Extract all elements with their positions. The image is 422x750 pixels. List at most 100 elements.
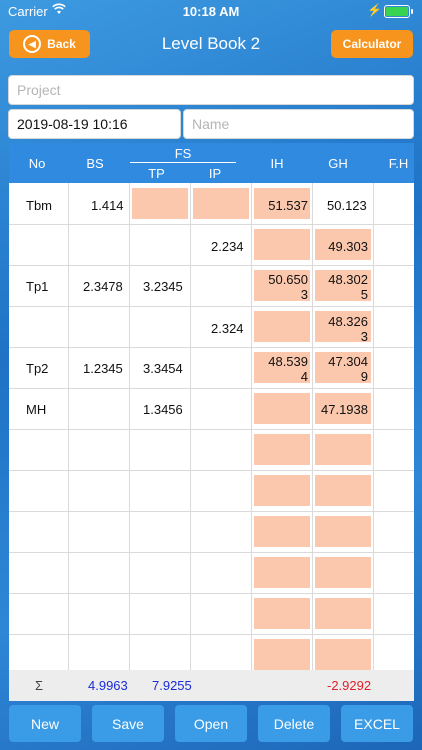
grid-line [129,183,130,670]
editable-cell[interactable] [315,598,371,629]
row2-ip: 2.234 [211,239,244,254]
name-placeholder: Name [192,116,230,132]
row6-gh[interactable]: 47.1938 [321,402,368,417]
header-tp: TP [148,166,165,181]
editable-cell[interactable] [254,516,310,547]
row4-gh[interactable]: 48.326 3 [328,314,368,344]
row3-no: Tp1 [26,279,49,294]
name-input[interactable]: Name [183,109,414,139]
row4-ip: 2.324 [211,321,244,336]
back-button-label: Back [47,37,76,51]
header-ih: IH [270,156,284,171]
grid-line [251,183,252,670]
project-input[interactable]: Project [8,75,414,105]
tp-total: 7.9255 [152,678,192,693]
row2-gh[interactable]: 49.303 [328,239,368,254]
editable-cell[interactable] [315,311,371,342]
delete-button[interactable]: Delete [258,705,330,742]
grid-line [9,224,414,225]
editable-cell[interactable] [254,393,310,424]
grid-line [9,552,414,553]
row3-tp: 3.2345 [143,279,183,294]
status-time: 10:18 AM [182,4,240,19]
editable-cell[interactable] [254,434,310,465]
editable-cell[interactable] [315,639,371,670]
editable-cell[interactable] [254,598,310,629]
editable-cell[interactable] [254,475,310,506]
grid-line [9,429,414,430]
grid-line [9,265,414,266]
header-fh: F.H [388,156,409,171]
bottom-toolbar: New Save Open Delete EXCEL [0,703,422,750]
navigation-bar: ◀ Back Level Book 2 Calculator [0,24,422,68]
charging-icon: ⚡ [367,3,382,17]
row5-bs: 1.2345 [83,361,123,376]
editable-cell[interactable] [254,557,310,588]
row1-gh: 50.123 [327,198,367,213]
save-button[interactable]: Save [92,705,164,742]
row6-no: MH [26,402,47,417]
header-no: No [28,156,46,171]
date-input[interactable]: 2019-08-19 10:16 [8,109,181,139]
gh-total: -2.9292 [327,678,372,693]
row3-gh[interactable]: 48.302 5 [328,272,368,302]
row1-no: Tbm [26,198,52,213]
row3-ih[interactable]: 50.650 3 [268,272,308,302]
excel-button[interactable]: EXCEL [341,705,413,742]
back-button[interactable]: ◀ Back [9,30,90,58]
editable-cell[interactable] [254,270,310,301]
row6-tp: 1.3456 [143,402,183,417]
grid-line [9,388,414,389]
sigma-label: Σ [35,678,44,693]
grid-line [9,593,414,594]
grid-line [9,634,414,635]
grid-line [68,183,69,670]
editable-cell[interactable] [193,188,249,219]
table-header: No BS FS TP IP IH GH F.H [9,143,414,183]
row5-gh[interactable]: 47.304 9 [328,354,368,384]
editable-cell[interactable] [315,475,371,506]
wifi-icon [52,3,66,14]
editable-cell[interactable] [254,352,310,383]
fs-divider [130,162,236,163]
editable-cell[interactable] [254,188,310,219]
editable-cell[interactable] [132,188,188,219]
editable-cell[interactable] [315,557,371,588]
editable-cell[interactable] [254,229,310,260]
open-button[interactable]: Open [175,705,247,742]
editable-cell[interactable] [315,270,371,301]
editable-cell[interactable] [254,639,310,670]
bs-total: 4.9963 [88,678,128,693]
row5-no: Tp2 [26,361,49,376]
header-fs: FS [174,146,192,161]
grid-line [312,183,313,670]
editable-cell[interactable] [315,352,371,383]
carrier-label: Carrier [8,4,48,19]
summary-row: Σ 4.9963 7.9255 -2.9292 [9,670,414,701]
row5-tp: 3.3454 [143,361,183,376]
editable-cell[interactable] [254,311,310,342]
editable-cell[interactable] [315,229,371,260]
row5-ih[interactable]: 48.539 4 [268,354,308,384]
header-bs: BS [86,156,104,171]
grid-line [9,347,414,348]
grid-line [9,306,414,307]
editable-cell[interactable] [315,434,371,465]
calculator-button[interactable]: Calculator [331,30,413,58]
grid-line [9,470,414,471]
row1-ih[interactable]: 51.537 [268,198,308,213]
project-placeholder: Project [17,82,61,98]
header-ip: IP [208,166,222,181]
row3-bs: 2.3478 [83,279,123,294]
editable-cell[interactable] [315,516,371,547]
grid-line [190,183,191,670]
header-gh: GH [328,156,348,171]
date-value: 2019-08-19 10:16 [17,116,128,132]
status-bar: Carrier 10:18 AM ⚡ [0,0,422,24]
editable-cell[interactable] [315,393,371,424]
page-title: Level Book 2 [161,34,261,53]
back-arrow-icon: ◀ [23,35,42,53]
grid-line [9,511,414,512]
battery-icon [384,5,413,18]
new-button[interactable]: New [9,705,81,742]
